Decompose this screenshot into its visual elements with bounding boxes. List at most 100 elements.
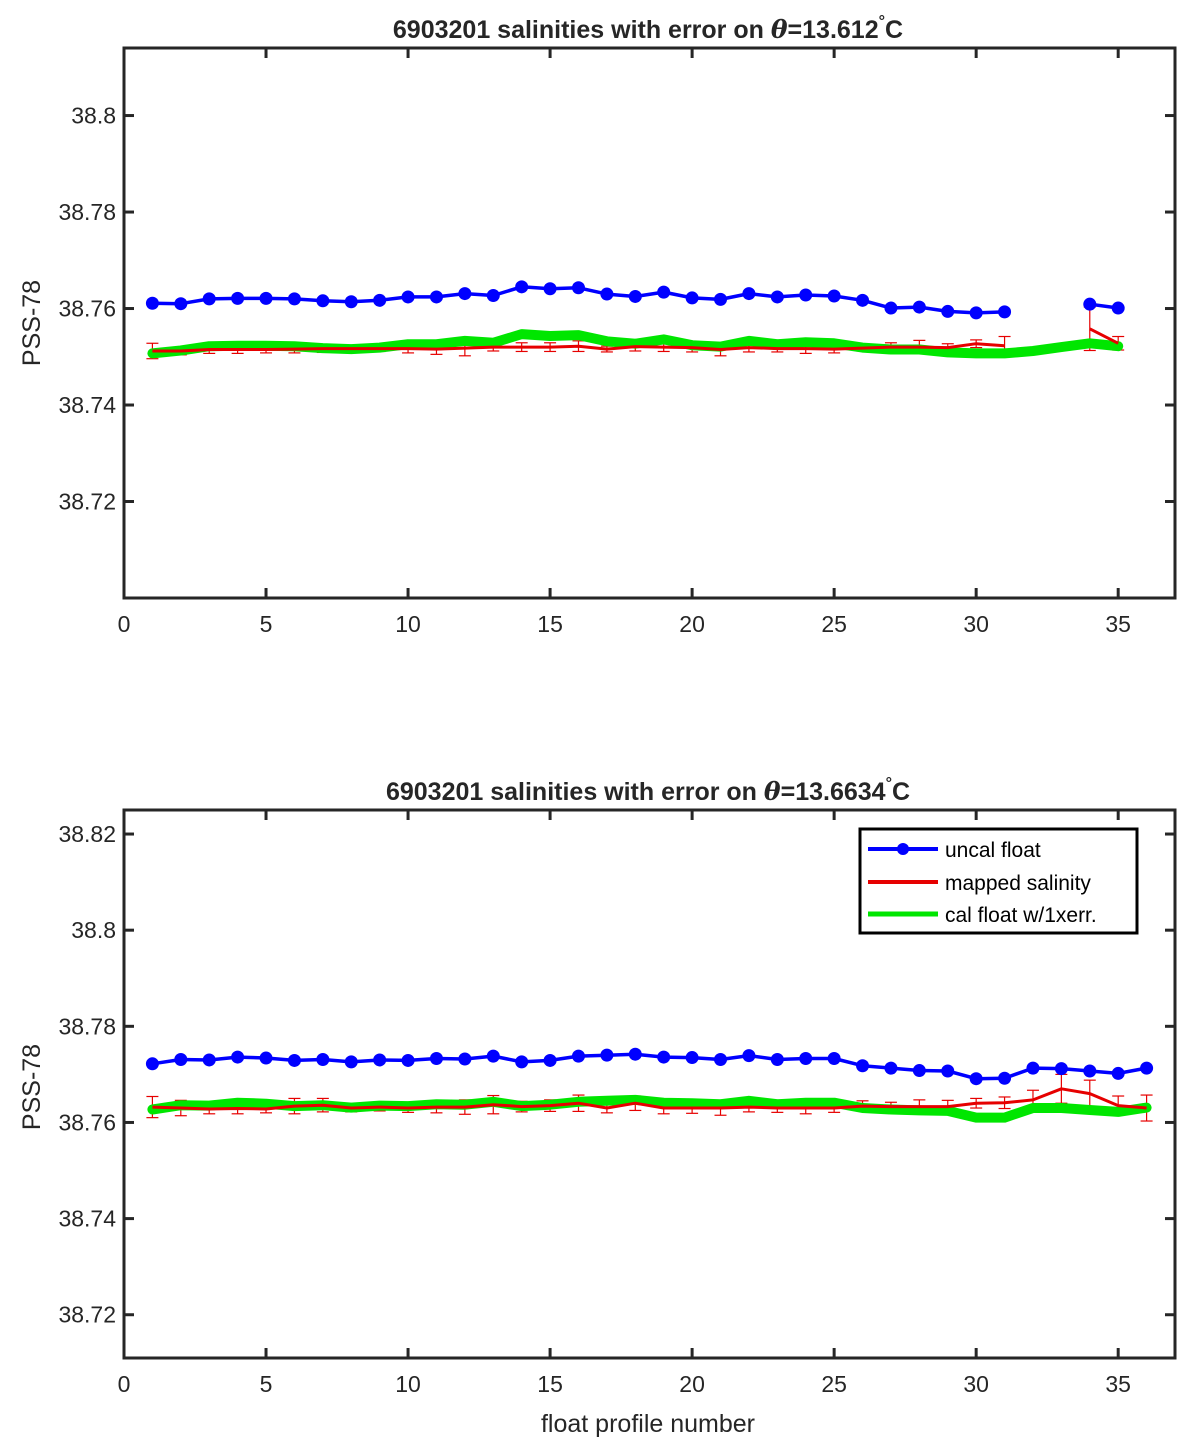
bottom-uncal-float-point (799, 1052, 813, 1066)
bottom-uncal-float-point (429, 1052, 443, 1066)
legend-item-mapped-salinity: mapped salinity (868, 872, 1091, 895)
bottom-uncal-float-point (628, 1047, 642, 1061)
bottom-uncal-float-point (714, 1052, 728, 1066)
top-plot-frame (122, 46, 1177, 600)
legend-item-uncal-float: uncal float (868, 839, 1041, 862)
bottom-y-tick-label: 38.72 (58, 1302, 116, 1328)
top-x-tick-label: 5 (260, 611, 273, 637)
top-uncal-float-point (259, 291, 273, 305)
bottom-uncal-float-point (515, 1055, 529, 1069)
bottom-uncal-float-markers (145, 1047, 1154, 1086)
top-uncal-float-point (373, 293, 387, 307)
bottom-uncal-float-point (884, 1061, 898, 1075)
bottom-uncal-float-point (998, 1071, 1012, 1085)
bottom-x-tick-label: 5 (260, 1371, 273, 1397)
top-uncal-float-point (1111, 301, 1125, 315)
bottom-uncal-float-point (145, 1057, 159, 1071)
bottom-chart: 6903201 salinities with error on θ=13.66… (18, 775, 1177, 1438)
top-uncal-float-point (344, 295, 358, 309)
bottom-y-tick-label: 38.74 (58, 1206, 116, 1232)
top-mapped-salinity-path (152, 327, 1119, 353)
top-uncal-float-point (458, 287, 472, 301)
top-uncal-float-point (202, 292, 216, 306)
bottom-uncal-float-point (287, 1053, 301, 1067)
legend-label-uncal-float: uncal float (945, 839, 1041, 862)
top-uncal-float-point (799, 288, 813, 302)
top-y-tick-label: 38.76 (58, 296, 116, 322)
bottom-x-axis-label: float profile number (541, 1410, 755, 1438)
top-chart: 6903201 salinities with error on θ=13.61… (18, 13, 1177, 637)
bottom-y-tick-label: 38.82 (58, 821, 116, 847)
top-uncal-float-point (827, 289, 841, 303)
bottom-x-tick-label: 25 (821, 1371, 847, 1397)
top-uncal-float-point (884, 301, 898, 315)
bottom-uncal-float-point (969, 1072, 983, 1086)
bottom-plot-frame (122, 808, 1177, 1360)
legend-label-cal-float: cal float w/1xerr. (945, 904, 1097, 927)
top-x-tick-label: 0 (118, 611, 131, 637)
top-y-tick-label: 38.72 (58, 489, 116, 515)
bottom-mapped-salinity-line (152, 1087, 1147, 1111)
top-y-tick-label: 38.78 (58, 199, 116, 225)
bottom-uncal-float-point (174, 1052, 188, 1066)
top-uncal-float-point (401, 290, 415, 304)
bottom-x-tick-label: 10 (395, 1371, 421, 1397)
bottom-chart-title: 6903201 salinities with error on θ=13.66… (386, 775, 910, 806)
top-x-tick-label: 25 (821, 611, 847, 637)
top-uncal-float-point (941, 304, 955, 318)
top-uncal-float-point (486, 289, 500, 302)
bottom-uncal-float-point (344, 1055, 358, 1069)
top-y-axis-label: PSS-78 (18, 280, 46, 366)
bottom-uncal-float-point (458, 1052, 472, 1066)
bottom-uncal-float-point (912, 1064, 926, 1078)
top-x-tick-label: 35 (1105, 611, 1131, 637)
bottom-uncal-float-point (202, 1053, 216, 1067)
top-uncal-float-point (685, 291, 699, 305)
bottom-chart-axes: 0 5 10 15 20 25 30 35 38.72 38.74 38.76 38.78 38.8 38… (58, 808, 1177, 1397)
bottom-uncal-float-point (600, 1048, 614, 1062)
bottom-y-tick-label: 38.76 (58, 1109, 116, 1135)
top-uncal-float-point (657, 285, 671, 299)
bottom-uncal-float-point (1054, 1062, 1068, 1076)
top-uncal-float-point (856, 293, 870, 307)
bottom-x-tick-label: 15 (537, 1371, 563, 1397)
bottom-uncal-float-point (486, 1049, 500, 1063)
top-uncal-float-point (742, 287, 756, 301)
top-uncal-float-markers (145, 280, 1125, 320)
bottom-uncal-float-point (571, 1049, 585, 1063)
bottom-uncal-float-point (1111, 1066, 1125, 1080)
bottom-uncal-float-point (657, 1050, 671, 1064)
bottom-uncal-float-point (1026, 1061, 1040, 1075)
top-uncal-float-point (998, 305, 1012, 319)
top-x-tick-label: 10 (395, 611, 421, 637)
top-uncal-float-point (770, 290, 784, 304)
bottom-uncal-float-point (231, 1050, 245, 1064)
top-uncal-float-point (429, 290, 443, 304)
top-uncal-float-point (714, 292, 728, 306)
bottom-x-tick-label: 35 (1105, 1371, 1131, 1397)
top-uncal-float-point (231, 291, 245, 305)
bottom-uncal-float-point (373, 1053, 387, 1067)
bottom-x-tick-label: 30 (963, 1371, 989, 1397)
bottom-y-axis-label: PSS-78 (18, 1044, 46, 1130)
top-uncal-float-point (912, 300, 926, 314)
top-y-tick-label: 38.8 (71, 103, 116, 129)
top-chart-title: 6903201 salinities with error on θ=13.61… (393, 13, 903, 44)
top-y-tick-label: 38.74 (58, 392, 116, 418)
top-uncal-float-point (543, 282, 557, 296)
bottom-uncal-float-point (685, 1051, 699, 1065)
bottom-uncal-float-point (941, 1064, 955, 1078)
top-chart-axes: 0 5 10 15 20 25 30 35 38.72 38.74 38.76 38.78 38.8 (58, 46, 1177, 637)
bottom-uncal-float-point (742, 1049, 756, 1063)
top-uncal-float-point (628, 289, 642, 303)
top-uncal-float-point (969, 306, 983, 320)
top-uncal-float-point (515, 280, 529, 294)
legend-item-cal-float: cal float w/1xerr. (868, 904, 1097, 927)
top-x-tick-label: 30 (963, 611, 989, 637)
bottom-uncal-float-point (770, 1052, 784, 1066)
bottom-uncal-float-point (401, 1053, 415, 1067)
legend-marker-uncal-float (897, 843, 909, 855)
bottom-mapped-salinity-path (152, 1087, 1147, 1111)
